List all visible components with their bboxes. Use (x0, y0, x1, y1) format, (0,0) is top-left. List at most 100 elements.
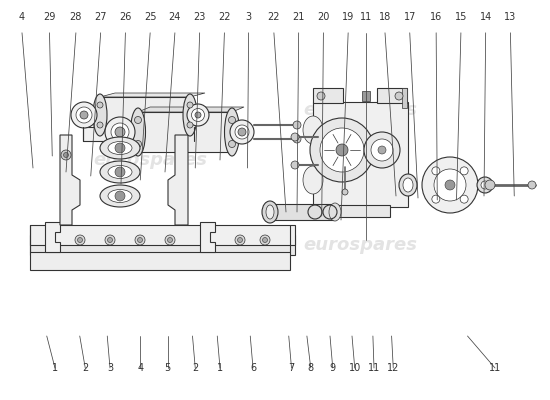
Bar (402, 88, 407, 108)
Ellipse shape (303, 166, 323, 194)
Circle shape (481, 181, 489, 189)
Text: 22: 22 (268, 12, 280, 22)
Bar (377, 88, 407, 103)
Circle shape (434, 169, 466, 201)
Polygon shape (270, 204, 335, 220)
Circle shape (115, 127, 125, 137)
Polygon shape (200, 222, 215, 252)
Circle shape (75, 235, 85, 245)
Polygon shape (168, 135, 188, 225)
Text: 14: 14 (480, 12, 492, 22)
Circle shape (228, 140, 235, 148)
Ellipse shape (191, 108, 205, 122)
Text: 17: 17 (404, 12, 416, 22)
Circle shape (115, 143, 125, 153)
Text: 1: 1 (217, 363, 223, 373)
Circle shape (63, 152, 69, 158)
Circle shape (477, 177, 493, 193)
Circle shape (61, 150, 71, 160)
Ellipse shape (224, 108, 239, 156)
Circle shape (135, 116, 141, 124)
Text: 12: 12 (387, 363, 399, 373)
Text: 21: 21 (293, 12, 305, 22)
Bar (138, 112, 233, 152)
Bar (362, 91, 370, 101)
Circle shape (395, 92, 403, 100)
Text: 6: 6 (250, 363, 256, 373)
Circle shape (97, 102, 103, 108)
Polygon shape (60, 135, 80, 225)
Ellipse shape (100, 161, 140, 183)
Circle shape (364, 132, 400, 168)
Polygon shape (45, 222, 60, 252)
Ellipse shape (105, 117, 135, 147)
Circle shape (228, 116, 235, 124)
Text: 27: 27 (95, 12, 107, 22)
Text: 9: 9 (329, 363, 336, 373)
Ellipse shape (399, 174, 417, 196)
Bar (330, 205, 390, 217)
Circle shape (432, 195, 440, 203)
Text: 10: 10 (349, 363, 361, 373)
Circle shape (317, 92, 325, 100)
Circle shape (293, 121, 301, 129)
Text: 16: 16 (430, 12, 442, 22)
Circle shape (168, 238, 173, 242)
Circle shape (485, 180, 495, 190)
Text: 22: 22 (218, 12, 230, 22)
Text: 15: 15 (455, 12, 467, 22)
Polygon shape (30, 225, 295, 245)
Circle shape (291, 133, 299, 141)
Text: 11: 11 (489, 363, 501, 373)
Circle shape (378, 146, 386, 154)
Text: 3: 3 (107, 363, 113, 373)
Circle shape (238, 238, 243, 242)
Text: 2: 2 (82, 363, 89, 373)
Bar (313, 102, 408, 207)
Ellipse shape (230, 120, 254, 144)
Circle shape (165, 235, 175, 245)
Circle shape (97, 122, 103, 128)
Ellipse shape (108, 142, 132, 154)
Circle shape (135, 140, 141, 148)
Text: 8: 8 (307, 363, 314, 373)
Ellipse shape (108, 166, 132, 178)
Bar (313, 88, 343, 103)
Text: 11: 11 (360, 12, 372, 22)
Circle shape (445, 180, 455, 190)
Circle shape (78, 238, 82, 242)
Ellipse shape (100, 185, 140, 207)
Bar (100, 97, 190, 133)
Circle shape (422, 157, 478, 213)
Circle shape (195, 112, 201, 118)
Text: eurospares: eurospares (93, 151, 207, 169)
Ellipse shape (403, 178, 413, 192)
Text: 1: 1 (52, 363, 58, 373)
Circle shape (187, 122, 193, 128)
Ellipse shape (183, 94, 197, 136)
Ellipse shape (266, 205, 274, 219)
Text: 23: 23 (194, 12, 206, 22)
Polygon shape (30, 235, 295, 255)
Circle shape (371, 139, 393, 161)
Ellipse shape (262, 201, 278, 223)
Text: 19: 19 (342, 12, 354, 22)
Ellipse shape (76, 107, 92, 123)
Circle shape (187, 102, 193, 108)
Circle shape (262, 238, 267, 242)
Text: 28: 28 (70, 12, 82, 22)
Circle shape (105, 235, 115, 245)
Ellipse shape (100, 137, 140, 159)
Circle shape (320, 128, 364, 172)
Ellipse shape (235, 125, 249, 139)
Text: 24: 24 (169, 12, 181, 22)
Text: 29: 29 (43, 12, 56, 22)
Circle shape (135, 235, 145, 245)
Text: 5: 5 (164, 363, 171, 373)
Circle shape (460, 167, 468, 175)
Ellipse shape (93, 94, 107, 136)
Text: 4: 4 (19, 12, 25, 22)
Text: 7: 7 (288, 363, 295, 373)
Text: eurospares: eurospares (303, 236, 417, 254)
Circle shape (80, 111, 88, 119)
